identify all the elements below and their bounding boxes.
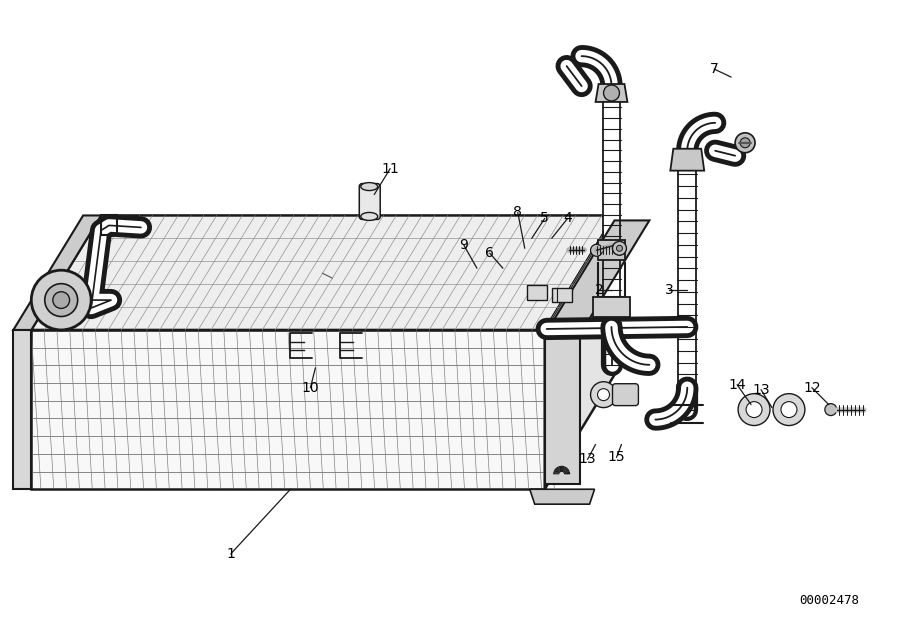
Polygon shape [598, 240, 626, 260]
Polygon shape [530, 489, 595, 504]
Circle shape [32, 271, 91, 330]
Text: 3: 3 [665, 283, 674, 297]
Circle shape [824, 404, 837, 415]
Circle shape [598, 389, 609, 401]
Polygon shape [32, 215, 615, 330]
Text: 10: 10 [302, 381, 319, 395]
Circle shape [740, 138, 750, 148]
Text: 11: 11 [382, 162, 399, 176]
Circle shape [590, 244, 602, 257]
Polygon shape [544, 220, 650, 335]
Text: 8: 8 [513, 206, 522, 220]
Polygon shape [680, 150, 695, 410]
Polygon shape [592, 297, 630, 317]
Circle shape [616, 245, 623, 251]
Circle shape [45, 284, 77, 316]
Circle shape [604, 85, 619, 101]
Circle shape [738, 394, 770, 425]
FancyBboxPatch shape [359, 184, 380, 220]
Polygon shape [544, 335, 580, 485]
Text: 7: 7 [710, 62, 718, 76]
FancyBboxPatch shape [613, 384, 638, 406]
Polygon shape [526, 285, 546, 300]
Polygon shape [670, 149, 704, 171]
Circle shape [746, 401, 762, 418]
Circle shape [781, 401, 797, 418]
Circle shape [590, 382, 616, 408]
Text: 12: 12 [803, 381, 821, 395]
Polygon shape [604, 86, 619, 364]
Circle shape [773, 394, 805, 425]
Text: 2: 2 [595, 283, 604, 297]
Circle shape [735, 133, 755, 153]
Text: 13: 13 [579, 452, 597, 466]
Circle shape [53, 291, 69, 309]
Circle shape [613, 241, 626, 255]
Text: 6: 6 [485, 246, 494, 260]
Text: 13: 13 [752, 383, 770, 397]
Text: 5: 5 [540, 211, 549, 225]
Text: 00002478: 00002478 [799, 594, 859, 606]
Polygon shape [552, 288, 572, 302]
Polygon shape [32, 330, 544, 489]
Polygon shape [14, 330, 32, 489]
Polygon shape [14, 215, 101, 330]
Text: 9: 9 [460, 238, 468, 252]
Ellipse shape [361, 183, 378, 190]
Polygon shape [544, 215, 615, 489]
Text: 4: 4 [563, 211, 572, 225]
Ellipse shape [361, 213, 378, 220]
Text: 1: 1 [226, 547, 235, 561]
Text: 14: 14 [728, 378, 746, 392]
Polygon shape [596, 84, 627, 102]
Text: 15: 15 [608, 450, 625, 464]
